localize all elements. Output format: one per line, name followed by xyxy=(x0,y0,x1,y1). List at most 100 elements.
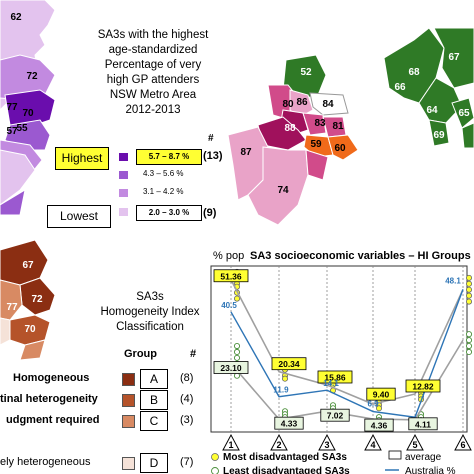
group-count: (7) xyxy=(180,456,194,468)
most-value-label-box xyxy=(271,357,307,371)
group-swatch xyxy=(122,394,135,407)
legend-hash: # xyxy=(208,133,214,144)
x-tick-triangle xyxy=(318,433,336,451)
legend-swatch xyxy=(119,189,128,197)
legend-range: 5.7 – 8.7 % xyxy=(148,152,190,161)
map-label: 80 xyxy=(282,99,294,110)
group-swatch xyxy=(122,373,135,386)
map-label: 65 xyxy=(458,108,470,119)
most-value-label-box xyxy=(317,370,353,384)
group-count: (3) xyxy=(180,414,194,426)
group-header: Group xyxy=(124,348,157,360)
group-swatch xyxy=(122,457,135,470)
title-line: 2012-2013 xyxy=(125,104,181,116)
legend-swatch xyxy=(119,171,128,179)
x-tick-label: 1 xyxy=(228,440,233,450)
lowest-label-box: Lowest xyxy=(47,205,111,228)
plot-frame xyxy=(210,265,468,433)
x-tick-triangle xyxy=(222,433,240,451)
group-letter: B xyxy=(149,393,158,407)
least-value-label: 23.10 xyxy=(220,363,242,373)
least-value-label-box xyxy=(213,361,249,374)
group-letter-box: A xyxy=(140,369,168,389)
legend-most-label: Most disadvantaged SA3s xyxy=(223,452,347,463)
title-line: SA3s xyxy=(136,291,164,303)
least-value-label: 4.11 xyxy=(415,419,431,429)
most-value-label: 9.40 xyxy=(373,390,390,400)
most-value-label-box xyxy=(366,387,396,401)
map-label: 77 xyxy=(6,102,18,113)
title-line: Percentage of very xyxy=(104,59,202,71)
australia-value-label: 40.5 xyxy=(221,301,237,310)
map-label: 81 xyxy=(332,121,344,132)
group-letter: D xyxy=(149,456,159,470)
group-hash: # xyxy=(190,348,197,360)
map-label: 70 xyxy=(24,324,36,335)
legend-count: (9) xyxy=(203,207,217,219)
chart-ylabel: % pop xyxy=(213,250,245,262)
australia-value-label: 14.1 xyxy=(323,379,339,388)
legend-swatch xyxy=(119,153,128,161)
x-tick-label: 3 xyxy=(324,440,329,450)
chart-title: SA3 socioeconomic variables – HI Groups … xyxy=(250,250,474,262)
australia-value-label: 6.9 xyxy=(367,400,379,409)
lowest-label: Lowest xyxy=(59,209,99,223)
x-tick-label: 4 xyxy=(370,440,375,450)
highest-label-box: Highest xyxy=(55,147,109,170)
x-tick-triangle xyxy=(270,433,288,451)
x-tick-label: 6 xyxy=(460,440,465,450)
least-point xyxy=(233,342,241,350)
title-line: Classification xyxy=(116,321,184,333)
x-tick-triangle xyxy=(406,433,424,451)
title-line: NSW Metro Area xyxy=(109,89,197,101)
legend-range: 3.1 – 4.2 % xyxy=(143,187,184,196)
top-left-purple-map: 62 72 77 70 55 57 xyxy=(0,0,56,215)
legend-average-label: average xyxy=(405,452,442,463)
title-line: Homogeneity Index xyxy=(100,306,200,318)
least-value-label-box xyxy=(320,408,350,422)
map-label: 72 xyxy=(26,71,38,82)
most-point xyxy=(282,375,289,382)
least-series-line xyxy=(230,339,464,421)
map-label: 77 xyxy=(6,302,18,313)
map-label: 70 xyxy=(22,108,34,119)
group-count: (8) xyxy=(180,372,194,384)
map-label: 87 xyxy=(240,147,252,158)
least-point xyxy=(233,354,241,361)
map-label: 86 xyxy=(296,97,308,108)
group-swatch xyxy=(122,415,135,428)
top-center-map: 52 80 86 84 83 88 81 59 60 87 74 xyxy=(228,55,359,226)
map-label: 55 xyxy=(16,123,28,134)
group-name: ely heterogeneous xyxy=(0,456,91,468)
group-letter: C xyxy=(149,414,159,428)
map-label: 60 xyxy=(334,143,346,154)
most-value-label: 51.36 xyxy=(220,271,242,281)
group-letter-box: D xyxy=(140,453,168,473)
map-label: 52 xyxy=(300,67,312,78)
most-point xyxy=(465,280,472,287)
least-point xyxy=(465,342,473,350)
legend-average-marker xyxy=(388,450,402,460)
least-value-label: 4.36 xyxy=(371,421,388,431)
map-label: 83 xyxy=(314,118,326,129)
most-point xyxy=(375,405,382,412)
most-value-label: 12.82 xyxy=(412,381,434,391)
group-name: tinal heterogeneity xyxy=(0,393,98,405)
x-tick-triangle xyxy=(454,433,472,451)
map-label: 84 xyxy=(322,99,334,110)
most-point xyxy=(465,286,472,293)
x-tick-triangle xyxy=(364,433,382,451)
least-point xyxy=(465,337,473,344)
title-line: age-standardized xyxy=(108,44,198,56)
map-label: 57 xyxy=(6,126,18,137)
legend-swatch xyxy=(119,208,128,216)
least-point xyxy=(233,348,241,356)
map-label: 59 xyxy=(310,139,322,150)
title-line: SA3s with the highest xyxy=(97,29,209,41)
australia-series-line xyxy=(230,289,464,418)
map-label: 88 xyxy=(284,123,296,134)
least-value-label-box xyxy=(274,416,304,430)
top-left-title: SA3s with the highest age-standardized P… xyxy=(78,28,228,118)
legend-most-marker xyxy=(211,453,219,461)
most-point xyxy=(465,298,472,305)
